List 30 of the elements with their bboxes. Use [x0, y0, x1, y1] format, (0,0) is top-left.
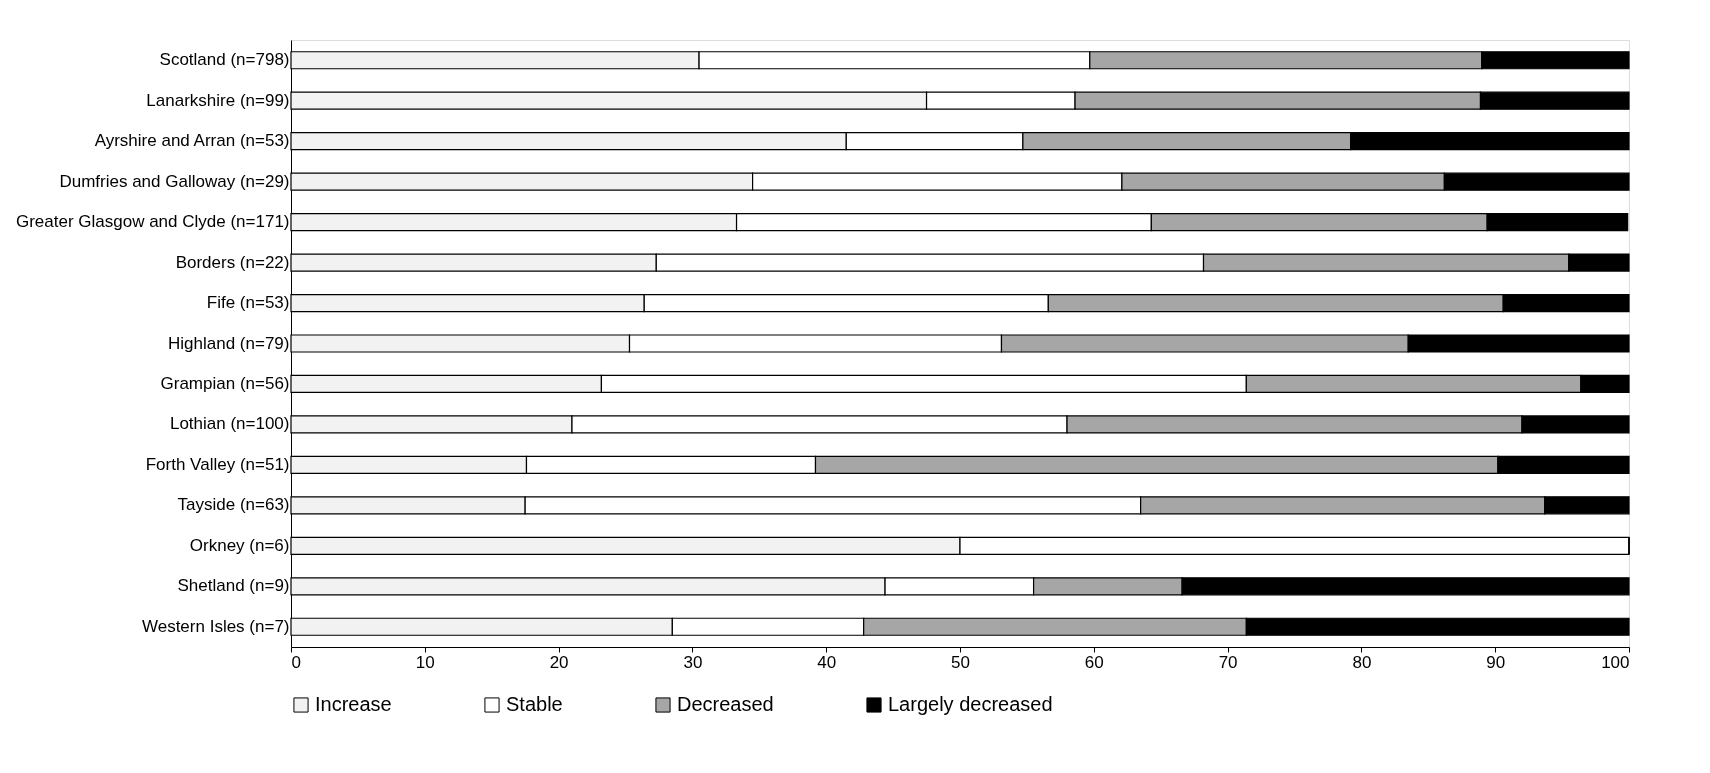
y-tick-label: Grampian (n=56) [160, 373, 290, 393]
legend-label: Stable [506, 693, 563, 715]
y-tick-label: Borders (n=22) [175, 252, 290, 272]
y-tick-label: Orkney (n=6) [189, 535, 290, 555]
y-tick-label: Tayside (n=63) [177, 495, 290, 515]
x-tick-label: 0 [291, 652, 301, 672]
x-tick-label: 40 [817, 652, 837, 672]
x-tick-label: 90 [1486, 652, 1506, 672]
y-tick-label: Dumfries and Galloway (n=29) [59, 171, 290, 191]
x-tick-label: 30 [683, 652, 703, 672]
legend-label: Decreased [677, 693, 774, 715]
x-tick-label: 10 [415, 652, 435, 672]
y-tick-label: Ayrshire and Arran (n=53) [94, 131, 290, 151]
x-tick-label: 50 [951, 652, 970, 672]
x-tick-label: 80 [1352, 652, 1372, 672]
legend-label: Largely decreased [888, 693, 1053, 715]
y-tick-label: Lothian (n=100) [169, 414, 290, 434]
y-tick-label: Greater Glasgow and Clyde (n=171) [15, 212, 290, 232]
y-tick-label: Forth Valley (n=51) [145, 454, 290, 474]
y-tick-label: Fife (n=53) [206, 293, 290, 313]
legend-label: Increase [315, 693, 392, 715]
y-tick-label: Highland (n=79) [168, 333, 290, 353]
y-tick-label: Shetland (n=9) [177, 576, 290, 596]
y-tick-label: Lanarkshire (n=99) [146, 90, 290, 110]
x-tick-label: 60 [1084, 652, 1104, 672]
x-tick-label: 100 [1601, 652, 1630, 672]
y-tick-label: Scotland (n=798) [159, 50, 290, 70]
x-tick-label: 20 [549, 652, 569, 672]
y-tick-label: Western Isles (n=7) [141, 616, 290, 636]
x-tick-label: 70 [1218, 652, 1238, 672]
